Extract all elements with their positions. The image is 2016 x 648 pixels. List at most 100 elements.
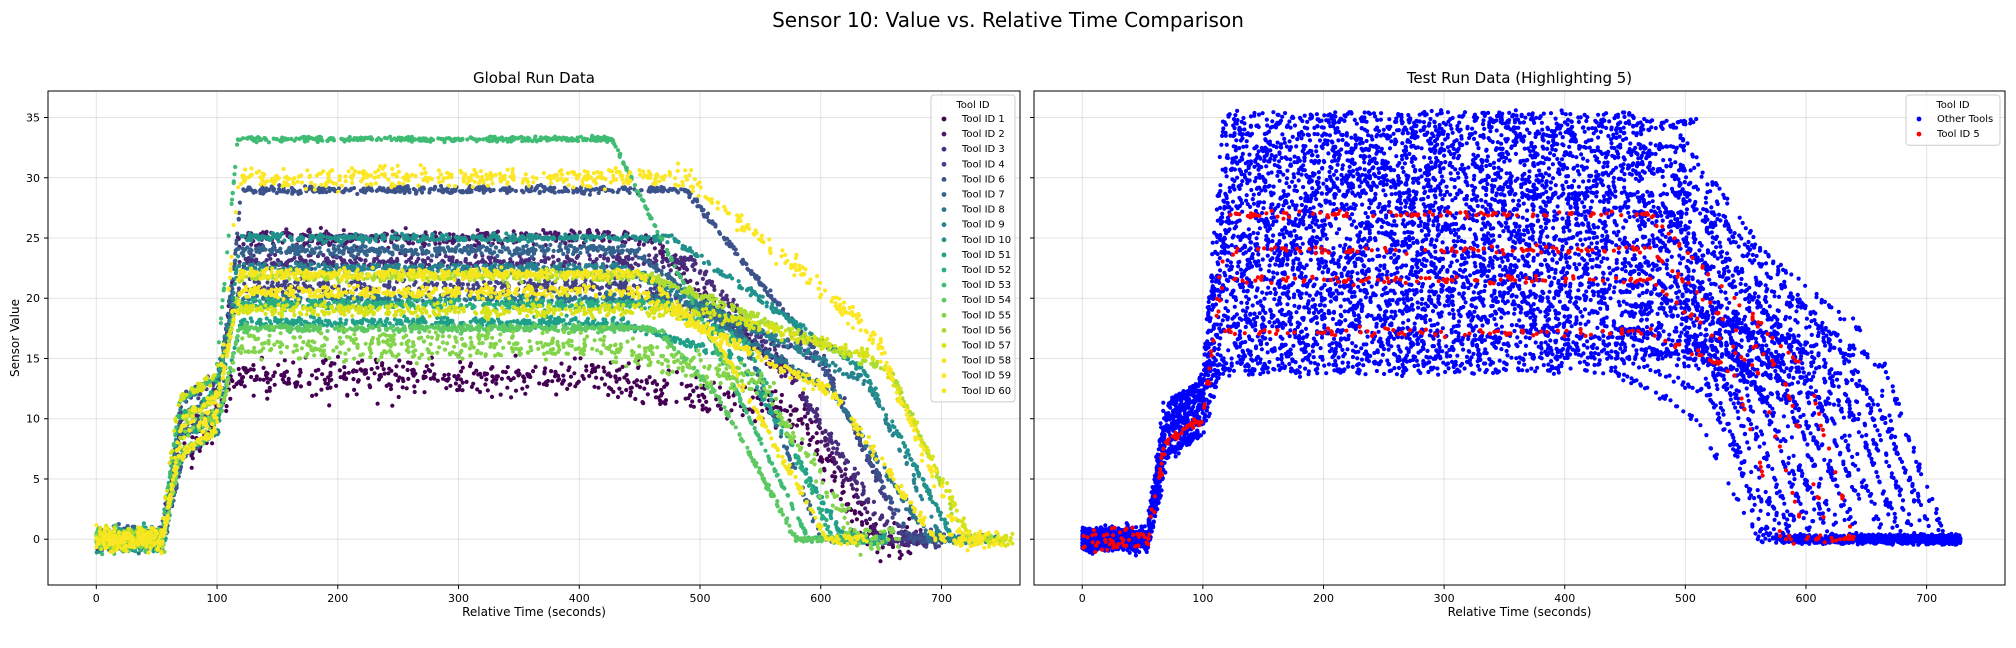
data-point [490, 374, 495, 379]
data-point [310, 393, 315, 398]
data-point [660, 244, 666, 249]
data-point [700, 392, 705, 397]
data-point [598, 185, 603, 190]
data-point [342, 365, 347, 370]
data-point [443, 188, 448, 193]
data-point [793, 408, 799, 413]
data-point [249, 254, 254, 259]
data-point [321, 360, 326, 365]
data-point [475, 228, 480, 233]
data-point [918, 528, 923, 533]
data-point [908, 509, 913, 514]
data-point [484, 377, 489, 382]
data-point [352, 243, 357, 248]
data-point [516, 247, 522, 252]
data-point [729, 408, 734, 413]
data-point [619, 390, 624, 395]
data-point [772, 347, 778, 352]
data-point [405, 367, 410, 373]
data-point [351, 377, 356, 382]
data-point [443, 254, 448, 259]
data-point [619, 243, 624, 248]
data-point [597, 244, 602, 249]
data-point [421, 185, 426, 190]
data-point [830, 440, 835, 445]
data-point [805, 431, 811, 436]
data-point [674, 399, 679, 404]
data-point [397, 186, 402, 191]
data-point [805, 423, 810, 428]
data-point [325, 386, 330, 391]
data-point [412, 282, 417, 287]
data-point [904, 542, 909, 547]
data-point [458, 248, 463, 253]
data-point [899, 552, 904, 558]
data-point [541, 382, 546, 387]
data-point [236, 286, 241, 291]
data-point [578, 250, 583, 256]
data-point [190, 435, 195, 440]
data-point [479, 375, 484, 380]
data-point [464, 298, 469, 303]
data-point [426, 367, 431, 373]
data-point [301, 258, 306, 263]
data-point [434, 234, 439, 239]
data-point [526, 251, 531, 256]
data-point [839, 474, 844, 479]
data-point [587, 253, 592, 258]
data-point [439, 188, 444, 193]
data-point [705, 280, 710, 286]
figure-title: Sensor 10: Value vs. Relative Time Compa… [0, 8, 2016, 32]
data-point [688, 383, 693, 388]
data-point [637, 385, 643, 390]
data-point [338, 375, 343, 380]
data-point [310, 247, 315, 252]
data-point [748, 270, 754, 275]
data-point [457, 281, 462, 286]
data-point [457, 384, 462, 389]
data-point [568, 374, 574, 379]
data-point [381, 367, 386, 372]
data-point [234, 247, 239, 252]
data-point [363, 370, 369, 376]
data-point [411, 186, 416, 192]
data-point [704, 399, 709, 404]
data-point [501, 244, 506, 250]
data-point [410, 371, 415, 376]
data-point [275, 258, 280, 263]
data-point [764, 339, 769, 344]
data-point [503, 370, 508, 375]
data-point [683, 265, 688, 270]
data-point [543, 260, 548, 265]
data-point [642, 386, 647, 391]
data-point [384, 232, 389, 237]
data-point [236, 366, 241, 372]
data-point [851, 475, 857, 480]
data-point [682, 262, 687, 267]
data-point [508, 257, 513, 262]
data-point [406, 376, 411, 381]
data-point [351, 248, 356, 253]
data-point [236, 216, 241, 221]
data-point [624, 255, 629, 260]
data-point [620, 248, 625, 253]
data-point [453, 381, 458, 386]
data-point [596, 385, 601, 390]
data-point [601, 365, 606, 370]
data-point [683, 396, 688, 401]
data-point [483, 382, 488, 387]
data-point [594, 257, 599, 262]
data-point [845, 410, 851, 415]
data-point [783, 373, 788, 378]
data-point [841, 454, 846, 459]
data-point [409, 260, 414, 266]
data-point [431, 187, 437, 192]
data-point [194, 413, 199, 418]
data-point [620, 364, 625, 369]
data-point [444, 386, 449, 391]
data-point [644, 378, 649, 383]
data-point [460, 388, 465, 393]
data-point [609, 252, 614, 257]
data-point [341, 376, 347, 381]
data-point [685, 189, 691, 194]
